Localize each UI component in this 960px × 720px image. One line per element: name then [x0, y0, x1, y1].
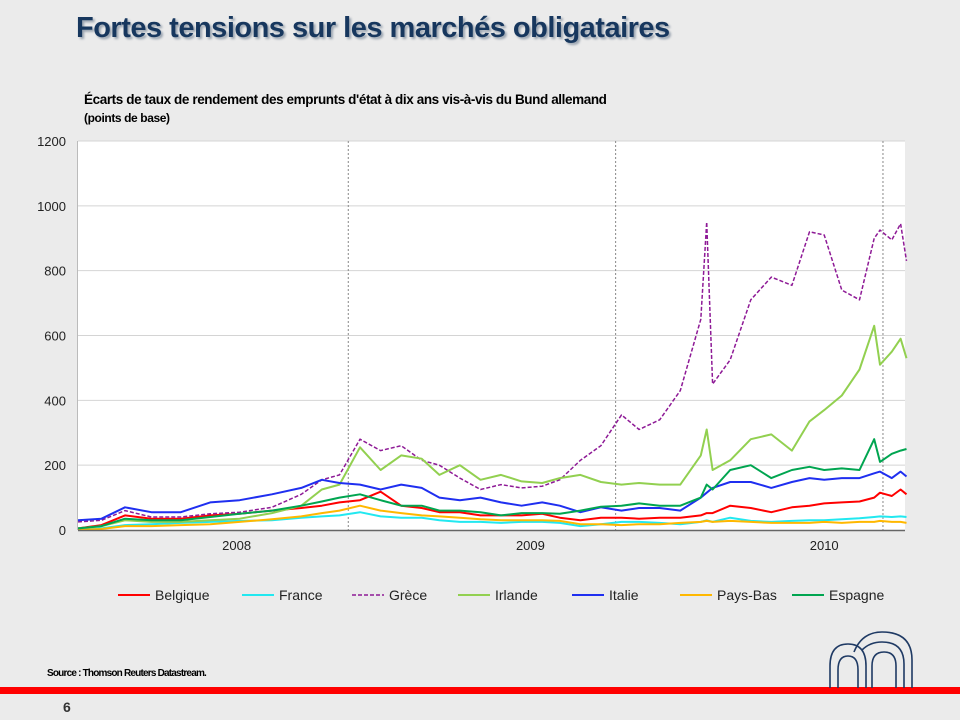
bank-logo-icon: [829, 631, 913, 688]
series-line-italie: [77, 470, 908, 522]
series-line-espagne: [77, 438, 907, 530]
legend-item: Italie: [572, 587, 639, 603]
page-number: 6: [63, 699, 71, 715]
legend: Belgique France Grèce Irlande Italie Pays-Bas…: [118, 587, 884, 603]
legend-label: Pays-Bas: [717, 587, 777, 603]
event-lines: [347, 141, 884, 530]
legend-label: Grèce: [389, 587, 427, 603]
chart-subtitle: (points de base): [84, 111, 170, 125]
legend-item: Irlande: [458, 587, 538, 603]
legend-label: France: [279, 587, 323, 603]
legend-item: Grèce: [352, 587, 427, 603]
gridlines: [78, 140, 905, 466]
legend-label: Belgique: [155, 587, 210, 603]
legend-item: Espagne: [792, 587, 884, 603]
x-tick-label: 2009: [516, 538, 545, 553]
y-tick-label: 800: [44, 264, 66, 279]
chart-title: Écarts de taux de rendement des emprunts…: [84, 92, 607, 107]
footer-bar: [0, 687, 960, 694]
series-lines: [77, 221, 908, 531]
y-tick-label: 0: [59, 523, 66, 538]
legend-label: Italie: [609, 587, 639, 603]
legend-item: France: [242, 587, 323, 603]
y-tick-label: 200: [44, 458, 66, 473]
series-line-france: [77, 511, 907, 531]
y-tick-label: 1200: [37, 134, 66, 149]
spread-chart: 0 200 400 600 800 1000 1200 2008 2009 2010 Belgi…: [37, 134, 908, 603]
series-line-irlande: [77, 324, 908, 530]
x-axis-labels: 2008 2009 2010: [222, 538, 838, 553]
legend-label: Irlande: [495, 587, 538, 603]
legend-item: Belgique: [118, 587, 210, 603]
y-tick-label: 400: [44, 393, 66, 408]
legend-item: Pays-Bas: [680, 587, 777, 603]
source-note: Source : Thomson Reuters Datastream.: [47, 668, 207, 679]
x-tick-label: 2010: [810, 538, 839, 553]
legend-label: Espagne: [829, 587, 884, 603]
series-line-pays-bas: [77, 504, 907, 531]
y-tick-label: 600: [44, 329, 66, 344]
slide-title: Fortes tensions sur les marchés obligata…: [76, 12, 670, 44]
x-tick-label: 2008: [222, 538, 251, 553]
y-axis-labels: 0 200 400 600 800 1000 1200: [37, 134, 66, 538]
y-tick-label: 1000: [37, 199, 66, 214]
